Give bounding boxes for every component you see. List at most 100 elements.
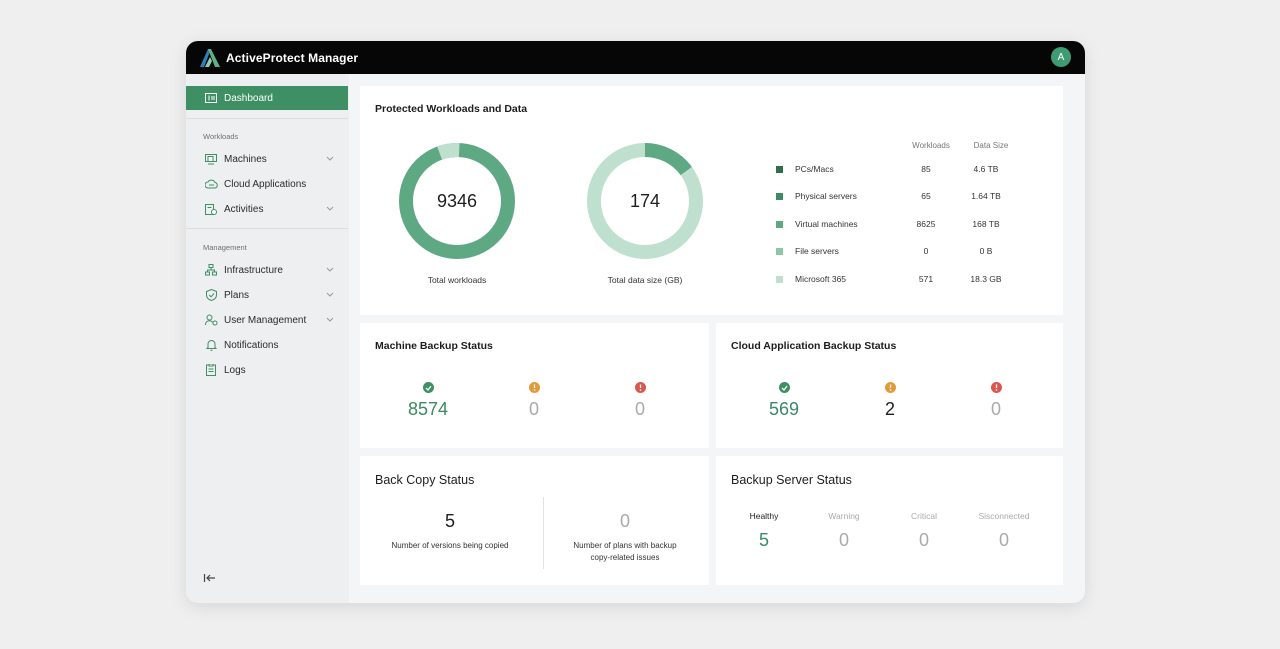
legend-name: PCs/Macs (795, 164, 834, 174)
machines-icon (204, 152, 218, 166)
app-logo-icon (200, 48, 220, 67)
cloud-success-stat: 569 (744, 382, 824, 420)
sidebar-item-logs[interactable]: Logs (186, 358, 348, 382)
versions-copied-stat: 5 Number of versions being copied (370, 511, 530, 552)
sidebar-item-label: Infrastructure (224, 264, 283, 276)
machine-backup-card[interactable]: Machine Backup Status 8574 0 0 (360, 323, 709, 448)
check-circle-icon (422, 382, 434, 393)
copy-issues-label-line2: copy-related issues (590, 553, 660, 562)
machine-warning-count: 0 (528, 399, 539, 419)
check-circle-icon (778, 382, 790, 393)
server-warning-count: 0 (838, 530, 849, 550)
versions-copied-label: Number of versions being copied (391, 541, 509, 550)
cloud-success-count: 569 (768, 399, 800, 419)
legend-workloads: 571 (918, 274, 934, 284)
legend-swatch (776, 221, 783, 228)
column-header-data-size: Data Size (973, 141, 1009, 150)
server-healthy-count: 5 (758, 530, 769, 550)
cloud-error-stat: 0 (956, 382, 1036, 420)
chevron-down-icon[interactable] (324, 152, 336, 164)
legend-row: Microsoft 365 571 18.3 GB (776, 273, 1036, 287)
legend-name: Microsoft 365 (795, 274, 847, 284)
collapse-sidebar-icon[interactable] (203, 571, 217, 585)
copy-issues-label: Number of plans with backup copy-related… (545, 540, 705, 564)
sidebar-item-activities[interactable]: Activities (186, 197, 348, 221)
sidebar-item-notifications[interactable]: Notifications (186, 333, 348, 357)
backup-server-card[interactable]: Backup Server Status Healthy 5 Warning 0… (716, 456, 1063, 585)
server-healthy-label: Healthy (749, 511, 779, 521)
machine-success-count: 8574 (407, 399, 449, 419)
chevron-down-icon[interactable] (324, 202, 336, 214)
card-title: Backup Server Status (731, 473, 852, 487)
legend-name: Virtual machines (795, 219, 858, 229)
cloud-warning-stat: 2 (850, 382, 930, 420)
sidebar-item-plans[interactable]: Plans (186, 283, 348, 307)
copy-issues-stat: 0 Number of plans with backup copy-relat… (545, 511, 705, 564)
legend-swatch (776, 166, 783, 173)
legend-row: Virtual machines 8625 168 TB (776, 218, 1036, 232)
chevron-down-icon[interactable] (324, 263, 336, 275)
column-header-workloads: Workloads (912, 141, 950, 150)
card-title: Machine Backup Status (375, 340, 493, 352)
legend-data-size: 18.3 GB (970, 274, 1002, 284)
versions-copied-count: 5 (444, 511, 455, 531)
legend-workloads: 8625 (916, 219, 936, 229)
legend-data-size: 4.6 TB (973, 164, 999, 174)
server-critical-stat: Critical 0 (884, 511, 964, 551)
sidebar-item-label: Dashboard (224, 92, 273, 104)
protected-workloads-card: Protected Workloads and Data 9346 Total … (360, 86, 1063, 315)
chevron-down-icon[interactable] (324, 288, 336, 300)
machine-success-stat: 8574 (388, 382, 468, 420)
card-title: Back Copy Status (375, 473, 475, 487)
sidebar-item-label: Machines (224, 153, 267, 165)
sidebar-item-user-management[interactable]: User Management (186, 308, 348, 332)
top-bar: ActiveProtect Manager A (186, 41, 1085, 74)
legend-name: Physical servers (795, 191, 857, 201)
error-icon (634, 382, 646, 393)
divider (543, 497, 544, 569)
server-critical-label: Critical (911, 511, 937, 521)
sidebar-item-cloud-applications[interactable]: Cloud Applications (186, 172, 348, 196)
server-warning-stat: Warning 0 (804, 511, 884, 551)
chevron-down-icon[interactable] (324, 313, 336, 325)
app-window: ActiveProtect Manager A Dashboard Worklo… (186, 41, 1085, 603)
legend-row: File servers 0 0 B (776, 245, 1036, 259)
sidebar-item-machines[interactable]: Machines (186, 147, 348, 171)
machine-error-count: 0 (634, 399, 645, 419)
legend-workloads: 85 (921, 164, 931, 174)
card-title: Cloud Application Backup Status (731, 340, 897, 352)
infrastructure-icon (204, 263, 218, 277)
machine-warning-stat: 0 (494, 382, 574, 420)
copy-issues-count: 0 (619, 511, 630, 531)
sidebar-item-dashboard[interactable]: Dashboard (186, 86, 348, 110)
shield-icon (204, 288, 218, 302)
sidebar-item-label: Logs (224, 364, 246, 376)
sidebar-item-label: Notifications (224, 339, 279, 351)
legend-swatch (776, 193, 783, 200)
legend-swatch (776, 276, 783, 283)
sidebar-item-infrastructure[interactable]: Infrastructure (186, 258, 348, 282)
activities-icon (204, 202, 218, 216)
sidebar: Dashboard Workloads Machines Cloud Appli… (186, 74, 349, 603)
machine-error-stat: 0 (600, 382, 680, 420)
total-data-donut: 174 (587, 143, 703, 259)
legend-data-size: 1.64 TB (971, 191, 1001, 201)
back-copy-card[interactable]: Back Copy Status 5 Number of versions be… (360, 456, 709, 585)
server-disconnected-stat: Sisconnected 0 (964, 511, 1044, 551)
server-warning-label: Warning (828, 511, 860, 521)
cloud-backup-card[interactable]: Cloud Application Backup Status 569 2 0 (716, 323, 1063, 448)
server-critical-count: 0 (918, 530, 929, 550)
logs-icon (204, 363, 218, 377)
dashboard-icon (204, 91, 218, 105)
legend-row: PCs/Macs 85 4.6 TB (776, 163, 1036, 177)
warning-icon (884, 382, 896, 393)
error-icon (990, 382, 1002, 393)
cloud-warning-count: 2 (884, 399, 895, 419)
total-workloads-donut: 9346 (399, 143, 515, 259)
total-data-label: Total data size (GB) (607, 275, 683, 285)
user-avatar[interactable]: A (1051, 47, 1071, 67)
total-data-value: 174 (630, 191, 660, 211)
legend-workloads: 65 (921, 191, 931, 201)
bell-icon (204, 338, 218, 352)
total-workloads-label: Total workloads (427, 275, 487, 285)
